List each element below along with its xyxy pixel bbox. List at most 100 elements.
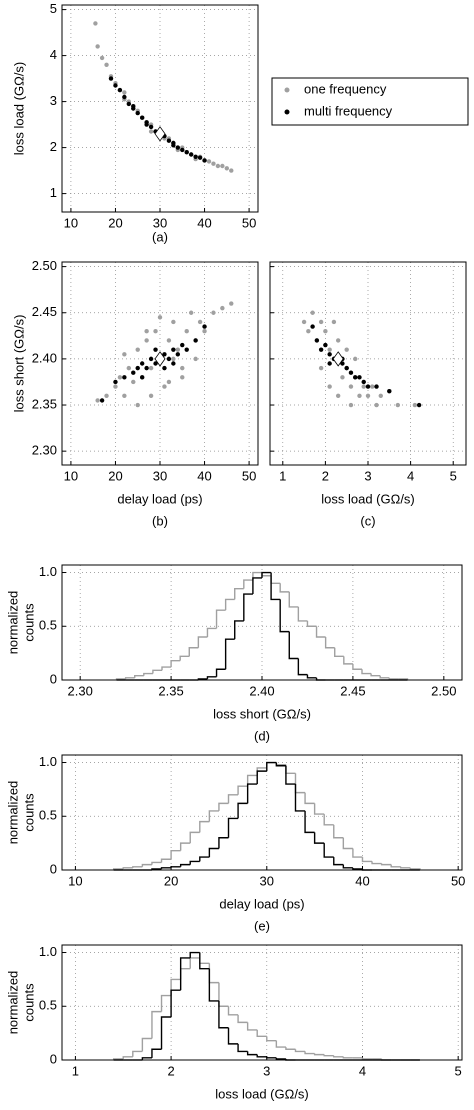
histogram-step xyxy=(170,866,181,868)
nominal-point xyxy=(154,126,166,142)
point xyxy=(148,124,154,130)
point xyxy=(175,352,181,357)
x-tick-label: 1 xyxy=(279,468,286,483)
point xyxy=(171,143,176,148)
x-tick-label: 50 xyxy=(242,215,256,230)
histogram-step xyxy=(227,1006,239,1016)
histogram-step xyxy=(390,864,401,868)
histogram-step xyxy=(252,577,262,595)
point xyxy=(108,76,114,81)
point xyxy=(153,361,158,366)
point xyxy=(202,158,207,163)
histogram-step xyxy=(261,571,272,578)
y-tick-label: 2.50 xyxy=(32,258,57,273)
histogram-step xyxy=(170,849,181,860)
x-tick-label: 5 xyxy=(450,468,457,483)
y-axis-label: counts xyxy=(21,603,36,642)
point xyxy=(395,402,401,408)
histogram-step xyxy=(313,803,325,815)
point xyxy=(361,384,366,389)
point xyxy=(148,365,154,371)
y-tick-label: 2 xyxy=(50,139,57,154)
y-tick-label: 4 xyxy=(50,47,57,62)
x-tick-label: 20 xyxy=(108,468,122,483)
histogram-step xyxy=(333,824,344,839)
histogram-step xyxy=(122,867,133,869)
point xyxy=(327,352,332,357)
y-tick-label: 1 xyxy=(50,185,57,200)
histogram-step xyxy=(170,659,181,668)
histogram-step xyxy=(243,593,253,621)
x-tick-label: 2.45 xyxy=(340,683,365,698)
point xyxy=(314,338,320,343)
point xyxy=(117,87,123,93)
histogram-step xyxy=(313,1053,325,1056)
histogram-step xyxy=(132,1050,143,1057)
y-tick-label: 0.5 xyxy=(39,998,57,1013)
point xyxy=(157,315,163,320)
histogram-step xyxy=(323,814,334,826)
point xyxy=(353,375,358,380)
point xyxy=(162,365,167,371)
axes-frame xyxy=(61,564,463,681)
histogram-step xyxy=(134,675,144,678)
point xyxy=(310,310,315,315)
point xyxy=(139,361,145,366)
y-tick-label: 2.45 xyxy=(32,304,57,319)
histogram-step xyxy=(266,1036,277,1042)
point xyxy=(184,329,189,334)
x-tick-label: 3 xyxy=(364,468,371,483)
histogram-step xyxy=(324,637,335,649)
histogram-step xyxy=(334,647,344,658)
point xyxy=(139,115,145,120)
point xyxy=(335,338,341,343)
histogram-step xyxy=(370,673,381,677)
point xyxy=(113,384,118,389)
point xyxy=(370,384,375,389)
axes-frame xyxy=(61,944,463,1061)
point xyxy=(229,301,234,306)
histogram-step xyxy=(208,847,219,858)
panel-caption: (b) xyxy=(152,513,168,528)
point xyxy=(357,375,362,380)
histogram-step xyxy=(197,636,208,648)
x-tick-label: 10 xyxy=(68,873,82,888)
y-tick-label: 5 xyxy=(50,1,57,16)
y-tick-label: 1.0 xyxy=(39,944,57,959)
histogram-step xyxy=(237,785,248,795)
histogram-step xyxy=(306,674,317,679)
point xyxy=(117,375,123,380)
histogram-step xyxy=(215,668,226,677)
point xyxy=(327,347,332,352)
histogram-step xyxy=(237,1043,248,1053)
point xyxy=(327,384,332,389)
plot-area xyxy=(62,5,258,212)
point xyxy=(306,329,311,334)
histogram-step xyxy=(371,861,382,865)
histogram-step xyxy=(343,656,353,665)
x-tick-label: 40 xyxy=(355,873,369,888)
histogram-step xyxy=(170,989,181,1018)
histogram-step xyxy=(132,866,143,868)
point xyxy=(374,402,379,408)
histogram-step xyxy=(306,620,317,627)
x-tick-label: 2.30 xyxy=(68,683,93,698)
histogram-step xyxy=(304,1051,315,1055)
point xyxy=(378,393,383,398)
histogram-step xyxy=(206,676,217,679)
histogram-step xyxy=(297,658,308,676)
point xyxy=(153,347,158,352)
histogram-step xyxy=(189,951,200,958)
point xyxy=(348,402,354,408)
point xyxy=(220,305,225,311)
point xyxy=(357,393,362,398)
point xyxy=(171,356,176,362)
point xyxy=(144,329,149,334)
point xyxy=(206,159,212,164)
point xyxy=(99,398,105,403)
x-tick-label: 40 xyxy=(197,468,211,483)
point xyxy=(180,375,185,380)
histogram-step xyxy=(315,626,326,638)
point xyxy=(122,94,127,100)
point xyxy=(113,379,118,385)
